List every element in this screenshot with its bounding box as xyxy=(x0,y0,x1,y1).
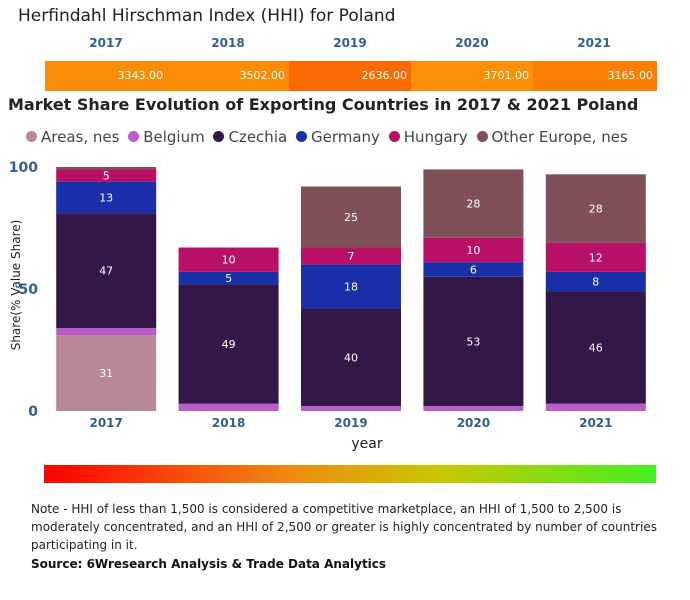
hhi-year-label: 2019 xyxy=(333,36,367,50)
source-note: Source: 6Wresearch Analysis & Trade Data… xyxy=(31,557,387,571)
bar-segment xyxy=(301,308,401,407)
data-label: 53 xyxy=(466,335,480,348)
bar-segment xyxy=(301,406,401,411)
bar-segment xyxy=(423,237,524,263)
data-label: 18 xyxy=(344,281,358,294)
data-label: 10 xyxy=(466,244,480,257)
legend-label: Other Europe, nes xyxy=(491,128,628,146)
bar-segment xyxy=(178,403,279,411)
chart-legend: Areas, nes Belgium Czechia Germany Hunga… xyxy=(26,128,632,150)
legend-swatch xyxy=(295,131,307,142)
legend-swatch xyxy=(128,131,140,142)
hhi-color-scale xyxy=(44,465,656,483)
hhi-value: 3701.00 xyxy=(483,69,530,82)
hhi-cell: 2636.00 xyxy=(289,61,411,91)
bar-segment xyxy=(423,276,524,407)
legend-item: Czechia xyxy=(213,128,287,146)
hhi-value: 3502.00 xyxy=(239,69,286,82)
data-label: 7 xyxy=(348,250,355,263)
bar-segment xyxy=(423,406,524,411)
x-tick-label: 2019 xyxy=(334,416,367,430)
data-label: 47 xyxy=(99,265,113,278)
hhi-years-row: 2017 2018 2019 2020 2021 xyxy=(45,36,657,54)
legend-label: Czechia xyxy=(228,128,288,146)
data-label: 49 xyxy=(222,338,236,351)
legend-swatch xyxy=(213,131,225,142)
legend-item: Other Europe, nes xyxy=(476,128,628,146)
bar-segment xyxy=(56,335,157,411)
bar-segment xyxy=(545,271,646,292)
chart-title: Market Share Evolution of Exporting Coun… xyxy=(8,95,639,114)
x-tick-label: 2020 xyxy=(457,416,490,430)
hhi-year-label: 2020 xyxy=(455,36,489,50)
bar-segment xyxy=(545,291,646,404)
legend-label: Areas, nes xyxy=(41,128,120,146)
data-label: 25 xyxy=(344,211,358,224)
data-label: 13 xyxy=(99,192,113,205)
y-axis-title: Share(% Value Share) xyxy=(9,220,23,351)
y-tick-label: 0 xyxy=(28,404,38,420)
stacked-bar-chart: Share(% Value Share) year 0 50 100 31 47 13 5 2… xyxy=(9,160,646,452)
x-tick-label: 2017 xyxy=(89,416,122,430)
x-tick-label: 2021 xyxy=(579,416,612,430)
y-tick-label: 50 xyxy=(19,282,39,298)
bar-segment xyxy=(545,403,646,411)
y-axis-title-group: Share(% Value Share) xyxy=(9,220,23,351)
bar-segment xyxy=(545,174,646,243)
data-label: 28 xyxy=(589,202,603,215)
y-tick-label: 100 xyxy=(9,160,38,176)
hhi-title: Herfindahl Hirschman Index (HHI) for Pol… xyxy=(18,6,396,26)
bar-segment xyxy=(178,284,279,404)
hhi-value: 3343.00 xyxy=(117,69,164,82)
bar-segment xyxy=(178,271,279,285)
hhi-year-label: 2017 xyxy=(89,36,123,50)
hhi-cell: 3701.00 xyxy=(411,61,533,91)
chart-marks: 0 50 100 31 47 13 5 2017 49 5 10 2018 40 18 7 25 2019 53 6… xyxy=(9,160,646,430)
legend-swatch xyxy=(388,131,400,142)
bar-segment xyxy=(301,247,401,265)
legend-item: Germany xyxy=(295,128,380,146)
data-label: 28 xyxy=(466,198,480,211)
bar-segment xyxy=(545,242,646,272)
hhi-value: 2636.00 xyxy=(361,69,408,82)
bar-segment xyxy=(56,328,157,336)
hhi-cell: 3343.00 xyxy=(45,61,167,91)
bar-segment xyxy=(178,247,279,272)
x-tick-label: 2018 xyxy=(212,416,245,430)
data-label: 8 xyxy=(592,276,599,289)
hhi-value: 3165.00 xyxy=(607,69,654,82)
data-label: 40 xyxy=(344,351,358,364)
legend-swatch xyxy=(476,131,488,142)
data-label: 46 xyxy=(589,342,603,355)
bar-segment xyxy=(56,181,157,214)
bar-segment xyxy=(56,213,157,329)
legend-item: Hungary xyxy=(388,128,468,146)
data-label: 5 xyxy=(103,170,110,183)
x-axis-title: year xyxy=(351,436,382,452)
bar-segment xyxy=(423,262,524,277)
bar-segment xyxy=(423,169,524,238)
hhi-cell: 3165.00 xyxy=(533,61,657,91)
data-label: 12 xyxy=(589,251,603,264)
data-label: 10 xyxy=(222,254,236,267)
hhi-note: Note - HHI of less than 1,500 is conside… xyxy=(31,502,657,552)
hhi-year-label: 2018 xyxy=(211,36,245,50)
legend-label: Hungary xyxy=(403,128,468,146)
data-label: 6 xyxy=(470,263,477,276)
legend-item: Belgium xyxy=(128,128,205,146)
bar-segment xyxy=(56,167,157,170)
legend-label: Belgium xyxy=(143,128,205,146)
hhi-year-label: 2021 xyxy=(577,36,611,50)
legend-item: Areas, nes xyxy=(26,128,119,146)
legend-swatch xyxy=(26,131,37,142)
bar-segment xyxy=(301,186,401,248)
data-label: 5 xyxy=(225,272,232,285)
hhi-value-bar: 3343.00 3502.00 2636.00 3701.00 3165.00 xyxy=(45,61,657,91)
data-label: 31 xyxy=(99,367,113,380)
legend-label: Germany xyxy=(310,128,380,146)
hhi-cell: 3502.00 xyxy=(167,61,289,91)
bar-segment xyxy=(56,169,157,182)
bar-segment xyxy=(301,264,401,309)
